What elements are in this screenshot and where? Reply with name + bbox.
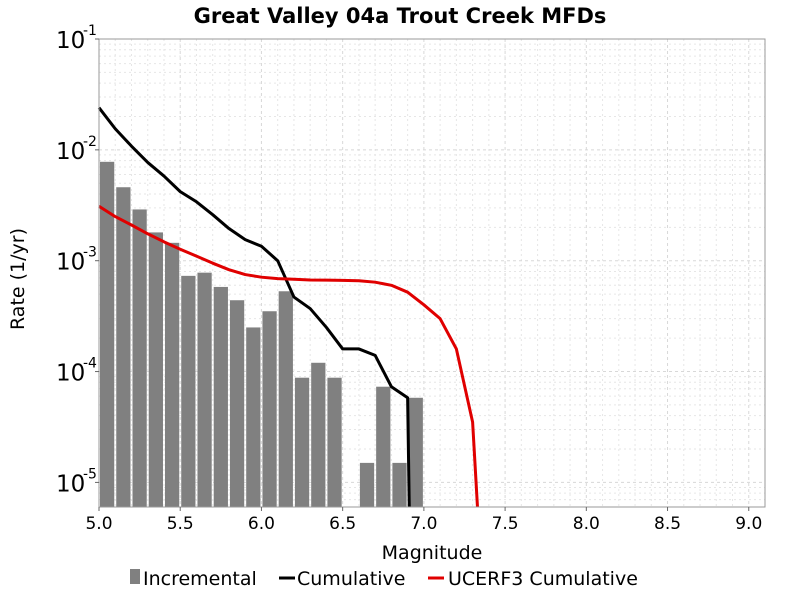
incremental-bar (359, 462, 375, 507)
incremental-bar (213, 286, 228, 507)
incremental-bar (132, 209, 147, 508)
y-axis-ticks: 10-510-410-310-210-1 (56, 23, 99, 497)
incremental-bar (100, 161, 115, 508)
incremental-bar (229, 300, 245, 507)
y-tick-label: 10 (56, 28, 85, 54)
y-axis-label: Rate (1/yr) (7, 228, 29, 330)
incremental-bar (148, 232, 163, 507)
incremental-bar (197, 272, 212, 507)
x-tick-label: 9.0 (735, 514, 762, 534)
incremental-bar (164, 242, 180, 508)
incremental-bars (100, 161, 423, 508)
y-tick-exponent: -5 (83, 466, 97, 482)
ucerf3-cumulative-line (98, 204, 479, 508)
legend-label-incremental: Incremental (143, 568, 257, 590)
x-tick-label: 6.5 (329, 514, 356, 534)
incremental-bar (392, 462, 407, 507)
incremental-bar (262, 311, 277, 507)
y-tick-exponent: -1 (83, 23, 97, 39)
incremental-bar (327, 377, 342, 507)
incremental-bar (311, 362, 326, 507)
incremental-bar (294, 377, 310, 507)
chart-title: Great Valley 04a Trout Creek MFDs (194, 4, 607, 28)
y-tick-label: 10 (56, 139, 85, 165)
y-tick-label: 10 (56, 361, 85, 387)
legend: Incremental Cumulative UCERF3 Cumulative (130, 568, 638, 590)
y-tick-exponent: -4 (83, 356, 97, 372)
y-tick-exponent: -3 (83, 245, 97, 261)
x-tick-label: 6.0 (248, 514, 275, 534)
incremental-bar (408, 397, 423, 507)
x-tick-label: 7.0 (410, 514, 437, 534)
x-tick-label: 5.5 (167, 514, 194, 534)
legend-label-cumulative: Cumulative (297, 568, 405, 590)
incremental-bar (116, 187, 131, 508)
series-lines (97, 106, 479, 508)
incremental-bar (181, 275, 196, 507)
x-axis-ticks: 5.0 5.5 6.0 6.5 7.0 7.5 8.0 8.5 9.0 (85, 507, 762, 534)
incremental-bar (246, 327, 261, 507)
plot-frame (98, 38, 766, 508)
y-tick-exponent: -2 (83, 134, 97, 150)
incremental-bar (376, 386, 391, 507)
incremental-bar (278, 291, 293, 507)
legend-label-ucerf3-cumulative: UCERF3 Cumulative (448, 568, 638, 590)
x-tick-label: 8.5 (654, 514, 681, 534)
y-tick-label: 10 (56, 250, 85, 276)
x-tick-label: 8.0 (573, 514, 600, 534)
x-tick-label: 7.5 (492, 514, 519, 534)
legend-swatch-incremental (130, 569, 140, 584)
x-axis-label: Magnitude (382, 542, 483, 564)
cumulative-line (97, 106, 411, 508)
x-tick-label: 5.0 (85, 514, 112, 534)
y-tick-label: 10 (56, 471, 85, 497)
